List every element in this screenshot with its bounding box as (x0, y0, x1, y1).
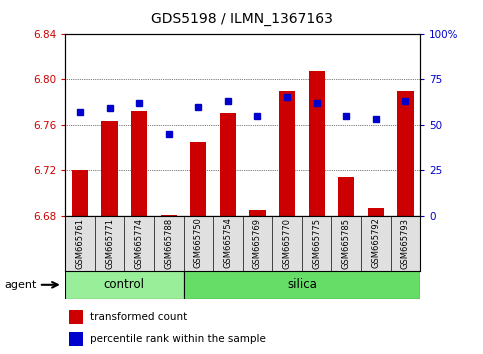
Bar (190, 142, 206, 216)
Text: GSM665785: GSM665785 (342, 218, 351, 269)
Text: GSM665792: GSM665792 (371, 218, 380, 268)
Bar (65, 271, 184, 299)
Text: control: control (104, 279, 145, 291)
Text: GSM665774: GSM665774 (135, 218, 143, 269)
Text: GSM665754: GSM665754 (224, 218, 232, 268)
Text: GSM665761: GSM665761 (75, 218, 85, 269)
Bar (72, 170, 88, 216)
Text: percentile rank within the sample: percentile rank within the sample (90, 334, 266, 344)
Text: GSM665793: GSM665793 (401, 218, 410, 269)
Text: silica: silica (287, 279, 317, 291)
Text: GSM665750: GSM665750 (194, 218, 203, 268)
Bar (398, 91, 413, 216)
Bar (368, 208, 384, 216)
Text: GSM665775: GSM665775 (312, 218, 321, 269)
Text: GSM665771: GSM665771 (105, 218, 114, 269)
Bar (101, 121, 118, 216)
Bar (249, 210, 266, 216)
Text: GDS5198 / ILMN_1367163: GDS5198 / ILMN_1367163 (151, 12, 332, 27)
Bar (161, 215, 177, 216)
Bar (220, 113, 236, 216)
Text: transformed count: transformed count (90, 312, 187, 322)
Bar (69, 310, 83, 324)
Text: GSM665770: GSM665770 (283, 218, 292, 269)
Bar (69, 332, 83, 346)
Bar (184, 271, 420, 299)
Text: GSM665788: GSM665788 (164, 218, 173, 269)
Text: GSM665769: GSM665769 (253, 218, 262, 269)
Bar (279, 91, 295, 216)
Bar (338, 177, 355, 216)
Text: agent: agent (5, 280, 37, 290)
Bar (309, 71, 325, 216)
Bar (131, 111, 147, 216)
